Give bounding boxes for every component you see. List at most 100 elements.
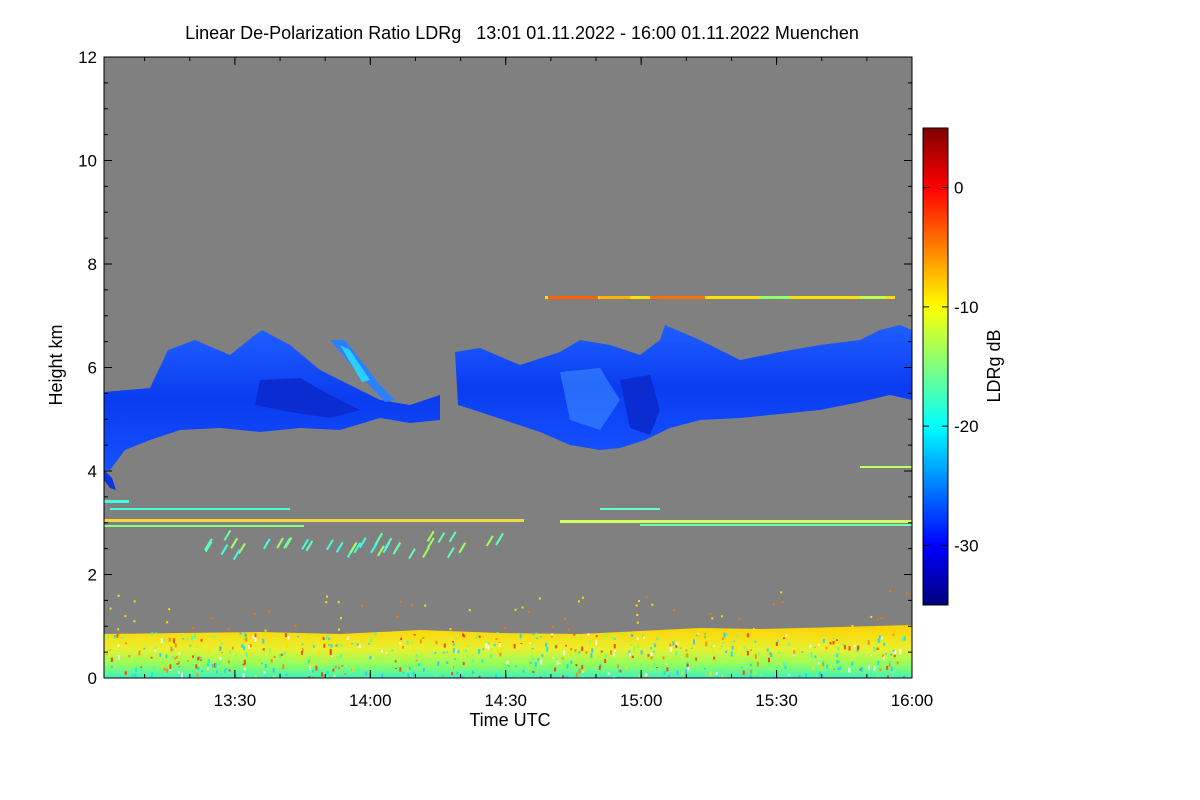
speckle xyxy=(636,637,639,640)
speckle xyxy=(394,660,397,663)
speckle xyxy=(541,654,544,657)
speckle xyxy=(903,676,906,678)
speckle xyxy=(889,590,892,593)
speckle xyxy=(647,654,650,657)
speckle xyxy=(452,643,455,646)
speckle xyxy=(328,637,331,640)
speckle xyxy=(652,650,655,653)
speckle xyxy=(736,633,739,638)
speckle xyxy=(638,600,640,603)
speckle xyxy=(498,643,501,648)
speckle xyxy=(675,644,678,649)
speckle xyxy=(888,660,891,665)
speckle xyxy=(822,639,825,643)
speckle xyxy=(582,669,585,672)
speckle xyxy=(643,636,645,639)
colorbar-tick-label: -20 xyxy=(954,417,979,436)
speckle xyxy=(797,647,800,651)
heatmap-features xyxy=(104,296,912,678)
speckle xyxy=(213,636,216,638)
speckle xyxy=(501,662,504,668)
speckle xyxy=(424,604,427,607)
speckle xyxy=(693,658,696,661)
speckle xyxy=(709,628,712,631)
speckle xyxy=(167,664,170,666)
speckle xyxy=(738,618,741,621)
speckle xyxy=(886,665,889,670)
speckle xyxy=(471,670,474,674)
speckle xyxy=(317,650,320,656)
speckle xyxy=(328,644,330,646)
speckle xyxy=(344,673,347,675)
speckle xyxy=(511,644,514,646)
speckle xyxy=(154,647,157,652)
speckle xyxy=(340,644,343,647)
y-tick-label: 4 xyxy=(88,462,97,481)
speckle xyxy=(595,640,598,645)
speckle xyxy=(702,636,705,639)
streak xyxy=(230,537,239,549)
speckle xyxy=(263,671,266,674)
speckle xyxy=(574,649,577,653)
speckle xyxy=(413,649,415,654)
speckle xyxy=(619,669,622,673)
speckle xyxy=(610,650,613,655)
speckle xyxy=(685,649,688,652)
speckle xyxy=(475,635,478,639)
speckle xyxy=(445,651,448,653)
streak xyxy=(220,544,229,556)
speckle xyxy=(749,663,752,667)
speckle xyxy=(257,658,260,663)
speckle xyxy=(862,636,865,641)
speckle xyxy=(770,655,773,657)
speckle xyxy=(650,656,653,660)
speckle xyxy=(133,600,136,603)
streak xyxy=(448,531,457,543)
speckle xyxy=(195,655,197,659)
speckle xyxy=(380,649,383,653)
speckle xyxy=(798,674,801,678)
speckle xyxy=(662,656,665,660)
speckle xyxy=(151,672,154,675)
streak xyxy=(446,547,455,559)
speckle xyxy=(851,661,854,666)
speckle xyxy=(171,655,174,658)
speckle xyxy=(133,668,136,672)
speckle xyxy=(690,647,693,649)
speckle xyxy=(711,617,714,620)
speckle xyxy=(341,665,344,667)
speckle xyxy=(697,633,700,635)
colorbar-tick-label: 0 xyxy=(954,179,963,198)
speckle xyxy=(745,640,748,643)
streak xyxy=(392,543,401,555)
x-axis-label: Time UTC xyxy=(469,710,550,730)
speckle xyxy=(462,633,464,637)
speckle xyxy=(580,636,583,639)
speckle xyxy=(832,637,835,639)
speckle xyxy=(117,644,120,647)
speckle xyxy=(399,642,402,645)
speckle xyxy=(346,636,349,640)
speckle xyxy=(676,642,679,646)
speckle xyxy=(876,675,879,678)
speckle xyxy=(598,665,601,670)
speckle xyxy=(876,647,879,650)
speckle xyxy=(907,669,910,674)
speckle xyxy=(899,649,902,655)
speckle xyxy=(613,649,616,652)
speckle xyxy=(394,668,397,669)
speckle xyxy=(860,667,863,672)
speckle xyxy=(520,643,523,644)
speckle xyxy=(814,655,817,658)
speckle xyxy=(752,670,755,675)
speckle xyxy=(566,663,569,669)
speckle xyxy=(457,650,460,654)
y-axis-label: Height km xyxy=(46,324,66,405)
speckle xyxy=(312,645,315,648)
speckle xyxy=(219,647,222,651)
speckle xyxy=(709,613,712,615)
speckle xyxy=(441,675,444,677)
speckle xyxy=(517,651,520,654)
speckle xyxy=(742,670,745,675)
speckle xyxy=(334,665,337,669)
